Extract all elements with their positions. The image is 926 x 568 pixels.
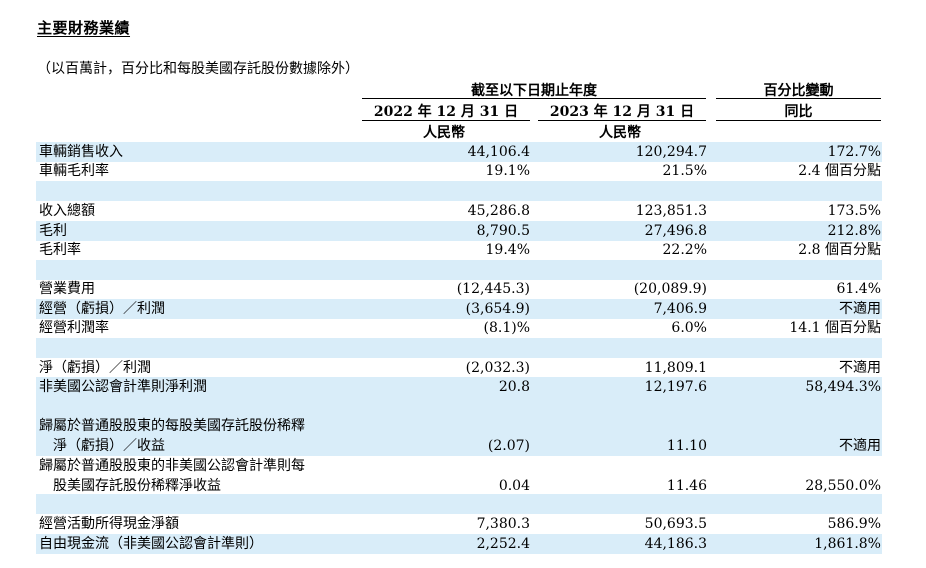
change-group-rule — [716, 98, 881, 99]
table-row: 自由現金流（非美國公認會計準則） 2,252.4 44,186.3 1,861.… — [36, 534, 882, 554]
section-title: 主要財務業績 — [37, 19, 131, 37]
value-2023: (20,089.9) — [633, 281, 707, 297]
table-row: 車輛毛利率 19.1% 21.5% 2.4 個百分點 — [36, 161, 882, 181]
yoy-change: 不適用 — [839, 301, 881, 317]
row-label: 營業費用 — [39, 281, 95, 297]
spacer-band — [36, 260, 882, 280]
yoy-change: 不適用 — [839, 438, 881, 454]
value-2023: 22.2% — [662, 242, 707, 258]
period-group-rule — [362, 98, 706, 99]
value-2022: (2.07) — [487, 438, 530, 454]
col-2023-date-header: 2023 年 12 月 31 日 — [549, 104, 695, 120]
value-2023: 27,496.8 — [644, 223, 707, 239]
row-label: 毛利率 — [39, 242, 81, 258]
yoy-change: 1,861.8% — [814, 536, 881, 552]
spacer-band — [36, 494, 882, 514]
row-label: 自由現金流（非美國公認會計準則） — [39, 536, 263, 552]
col-2022-currency-header: 人民幣 — [423, 125, 465, 141]
row-label: 車輛銷售收入 — [39, 144, 123, 160]
table-row: 淨（虧損）／利潤 (2,032.3) 11,809.1 不適用 — [36, 358, 882, 378]
row-label: 經營（虧損）／利潤 — [39, 301, 165, 317]
row-label: 車輛毛利率 — [39, 163, 109, 179]
value-2022: (12,445.3) — [456, 281, 530, 297]
period-group-header: 截至以下日期止年度 — [471, 83, 597, 99]
row-label: 經營利潤率 — [39, 320, 109, 336]
row-label: 經營活動所得現金淨額 — [39, 516, 179, 532]
table-row: 收入總額 45,286.8 123,851.3 173.5% — [36, 201, 882, 221]
yoy-header: 同比 — [784, 104, 813, 120]
value-2023: 21.5% — [662, 163, 707, 179]
col-2022-date-rule — [362, 120, 530, 121]
yoy-change: 2.8 個百分點 — [798, 242, 881, 258]
yoy-change: 173.5% — [827, 203, 881, 219]
value-2023: 11,809.1 — [644, 360, 707, 376]
yoy-change: 不適用 — [839, 360, 881, 376]
value-2023: 11.46 — [666, 478, 707, 494]
value-2023: 7,406.9 — [653, 301, 707, 317]
row-label: 淨（虧損）／利潤 — [39, 360, 151, 376]
value-2022: 19.4% — [485, 242, 530, 258]
yoy-change: 2.4 個百分點 — [798, 163, 881, 179]
yoy-change: 14.1 個百分點 — [789, 320, 881, 336]
spacer-band — [36, 397, 882, 417]
value-2022: 45,286.8 — [467, 203, 530, 219]
yoy-change: 172.7% — [827, 144, 881, 160]
value-2022: (3,654.9) — [465, 301, 530, 317]
col-2023-currency-header: 人民幣 — [599, 125, 641, 141]
yoy-change: 28,550.0% — [805, 478, 881, 494]
value-2023: 44,186.3 — [644, 536, 707, 552]
table-row: 歸屬於普通股股東的每股美國存託股份稀釋 — [36, 416, 882, 436]
row-label: 淨（虧損）／收益 — [53, 438, 165, 454]
table-row: 淨（虧損）／收益 (2.07) 11.10 不適用 — [36, 436, 882, 456]
change-group-header: 百分比變動 — [763, 83, 834, 99]
value-2022: (2,032.3) — [465, 360, 530, 376]
yoy-change: 212.8% — [827, 223, 881, 239]
table-row: 車輛銷售收入 44,106.4 120,294.7 172.7% — [36, 142, 882, 162]
spacer-band — [36, 181, 882, 201]
value-2023: 6.0% — [671, 320, 707, 336]
yoy-rule — [716, 120, 881, 121]
value-2023: 50,693.5 — [644, 516, 707, 532]
units-note: （以百萬計，百分比和每股美國存託股份數據除外） — [37, 61, 359, 77]
yoy-change: 58,494.3% — [805, 379, 881, 395]
value-2022: (8.1)% — [483, 320, 531, 336]
table-row: 經營利潤率 (8.1)% 6.0% 14.1 個百分點 — [36, 318, 882, 338]
row-label: 收入總額 — [39, 203, 95, 219]
value-2023: 11.10 — [666, 438, 707, 454]
value-2022: 19.1% — [485, 163, 530, 179]
col-2022-date-header: 2022 年 12 月 31 日 — [373, 104, 519, 120]
table-row: 經營活動所得現金淨額 7,380.3 50,693.5 586.9% — [36, 514, 882, 534]
table-row: 經營（虧損）／利潤 (3,654.9) 7,406.9 不適用 — [36, 299, 882, 319]
table-row: 毛利率 19.4% 22.2% 2.8 個百分點 — [36, 240, 882, 260]
value-2022: 8,790.5 — [476, 223, 530, 239]
value-2023: 120,294.7 — [635, 144, 707, 160]
yoy-change: 61.4% — [836, 281, 881, 297]
value-2022: 0.04 — [498, 478, 530, 494]
spacer-band — [36, 338, 882, 358]
row-label: 非美國公認會計準則淨利潤 — [39, 379, 207, 395]
table-row: 毛利 8,790.5 27,496.8 212.8% — [36, 221, 882, 241]
table-row: 非美國公認會計準則淨利潤 20.8 12,197.6 58,494.3% — [36, 377, 882, 397]
value-2023: 123,851.3 — [635, 203, 707, 219]
table-row: 股美國存託股份稀釋淨收益 0.04 11.46 28,550.0% — [36, 476, 882, 496]
table-row: 營業費用 (12,445.3) (20,089.9) 61.4% — [36, 279, 882, 299]
row-label: 毛利 — [39, 223, 67, 239]
row-label: 股美國存託股份稀釋淨收益 — [53, 478, 221, 494]
value-2022: 44,106.4 — [467, 144, 530, 160]
yoy-change: 586.9% — [827, 516, 881, 532]
table-row: 歸屬於普通股股東的非美國公認會計準則每 — [36, 456, 882, 476]
value-2023: 12,197.6 — [644, 379, 707, 395]
value-2022: 7,380.3 — [476, 516, 530, 532]
row-label: 歸屬於普通股股東的每股美國存託股份稀釋 — [39, 418, 305, 434]
value-2022: 20.8 — [498, 379, 530, 395]
row-label: 歸屬於普通股股東的非美國公認會計準則每 — [39, 458, 305, 474]
value-2022: 2,252.4 — [476, 536, 530, 552]
col-2023-date-rule — [538, 120, 706, 121]
